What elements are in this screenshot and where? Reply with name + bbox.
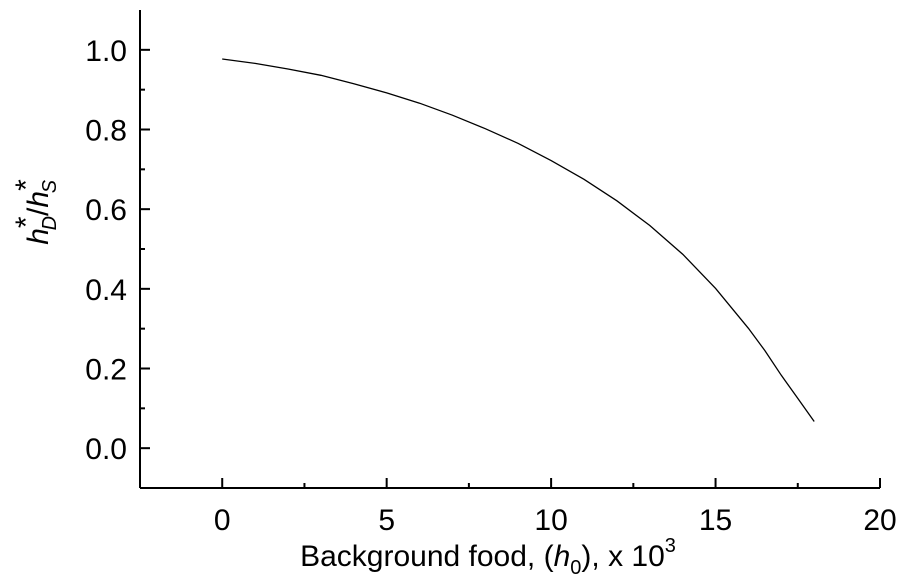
y-tick-label: 0.6 <box>85 194 127 227</box>
y-tick-label: 0.2 <box>85 354 127 387</box>
y-axis-label: h*D/h*S <box>10 179 61 245</box>
y-tick-label: 0.0 <box>85 433 127 466</box>
series-line <box>222 58 815 422</box>
x-tick-label: 5 <box>378 504 395 537</box>
axes-frame <box>139 10 880 489</box>
x-axis-label: Background food, (h0), x 103 <box>300 535 676 577</box>
y-tick-label: 1.0 <box>85 35 127 68</box>
y-axis-ticks: 0.0 0.2 0.4 0.6 0.8 1.0 <box>85 35 150 466</box>
series-group <box>222 58 815 422</box>
y-tick-label: 0.4 <box>85 274 127 307</box>
y-tick-label: 0.8 <box>85 115 127 148</box>
x-tick-label: 10 <box>534 504 567 537</box>
x-tick-label: 0 <box>214 504 231 537</box>
x-axis-ticks: 0 5 10 15 20 <box>214 478 897 537</box>
x-tick-label: 20 <box>863 504 896 537</box>
x-tick-label: 15 <box>699 504 732 537</box>
